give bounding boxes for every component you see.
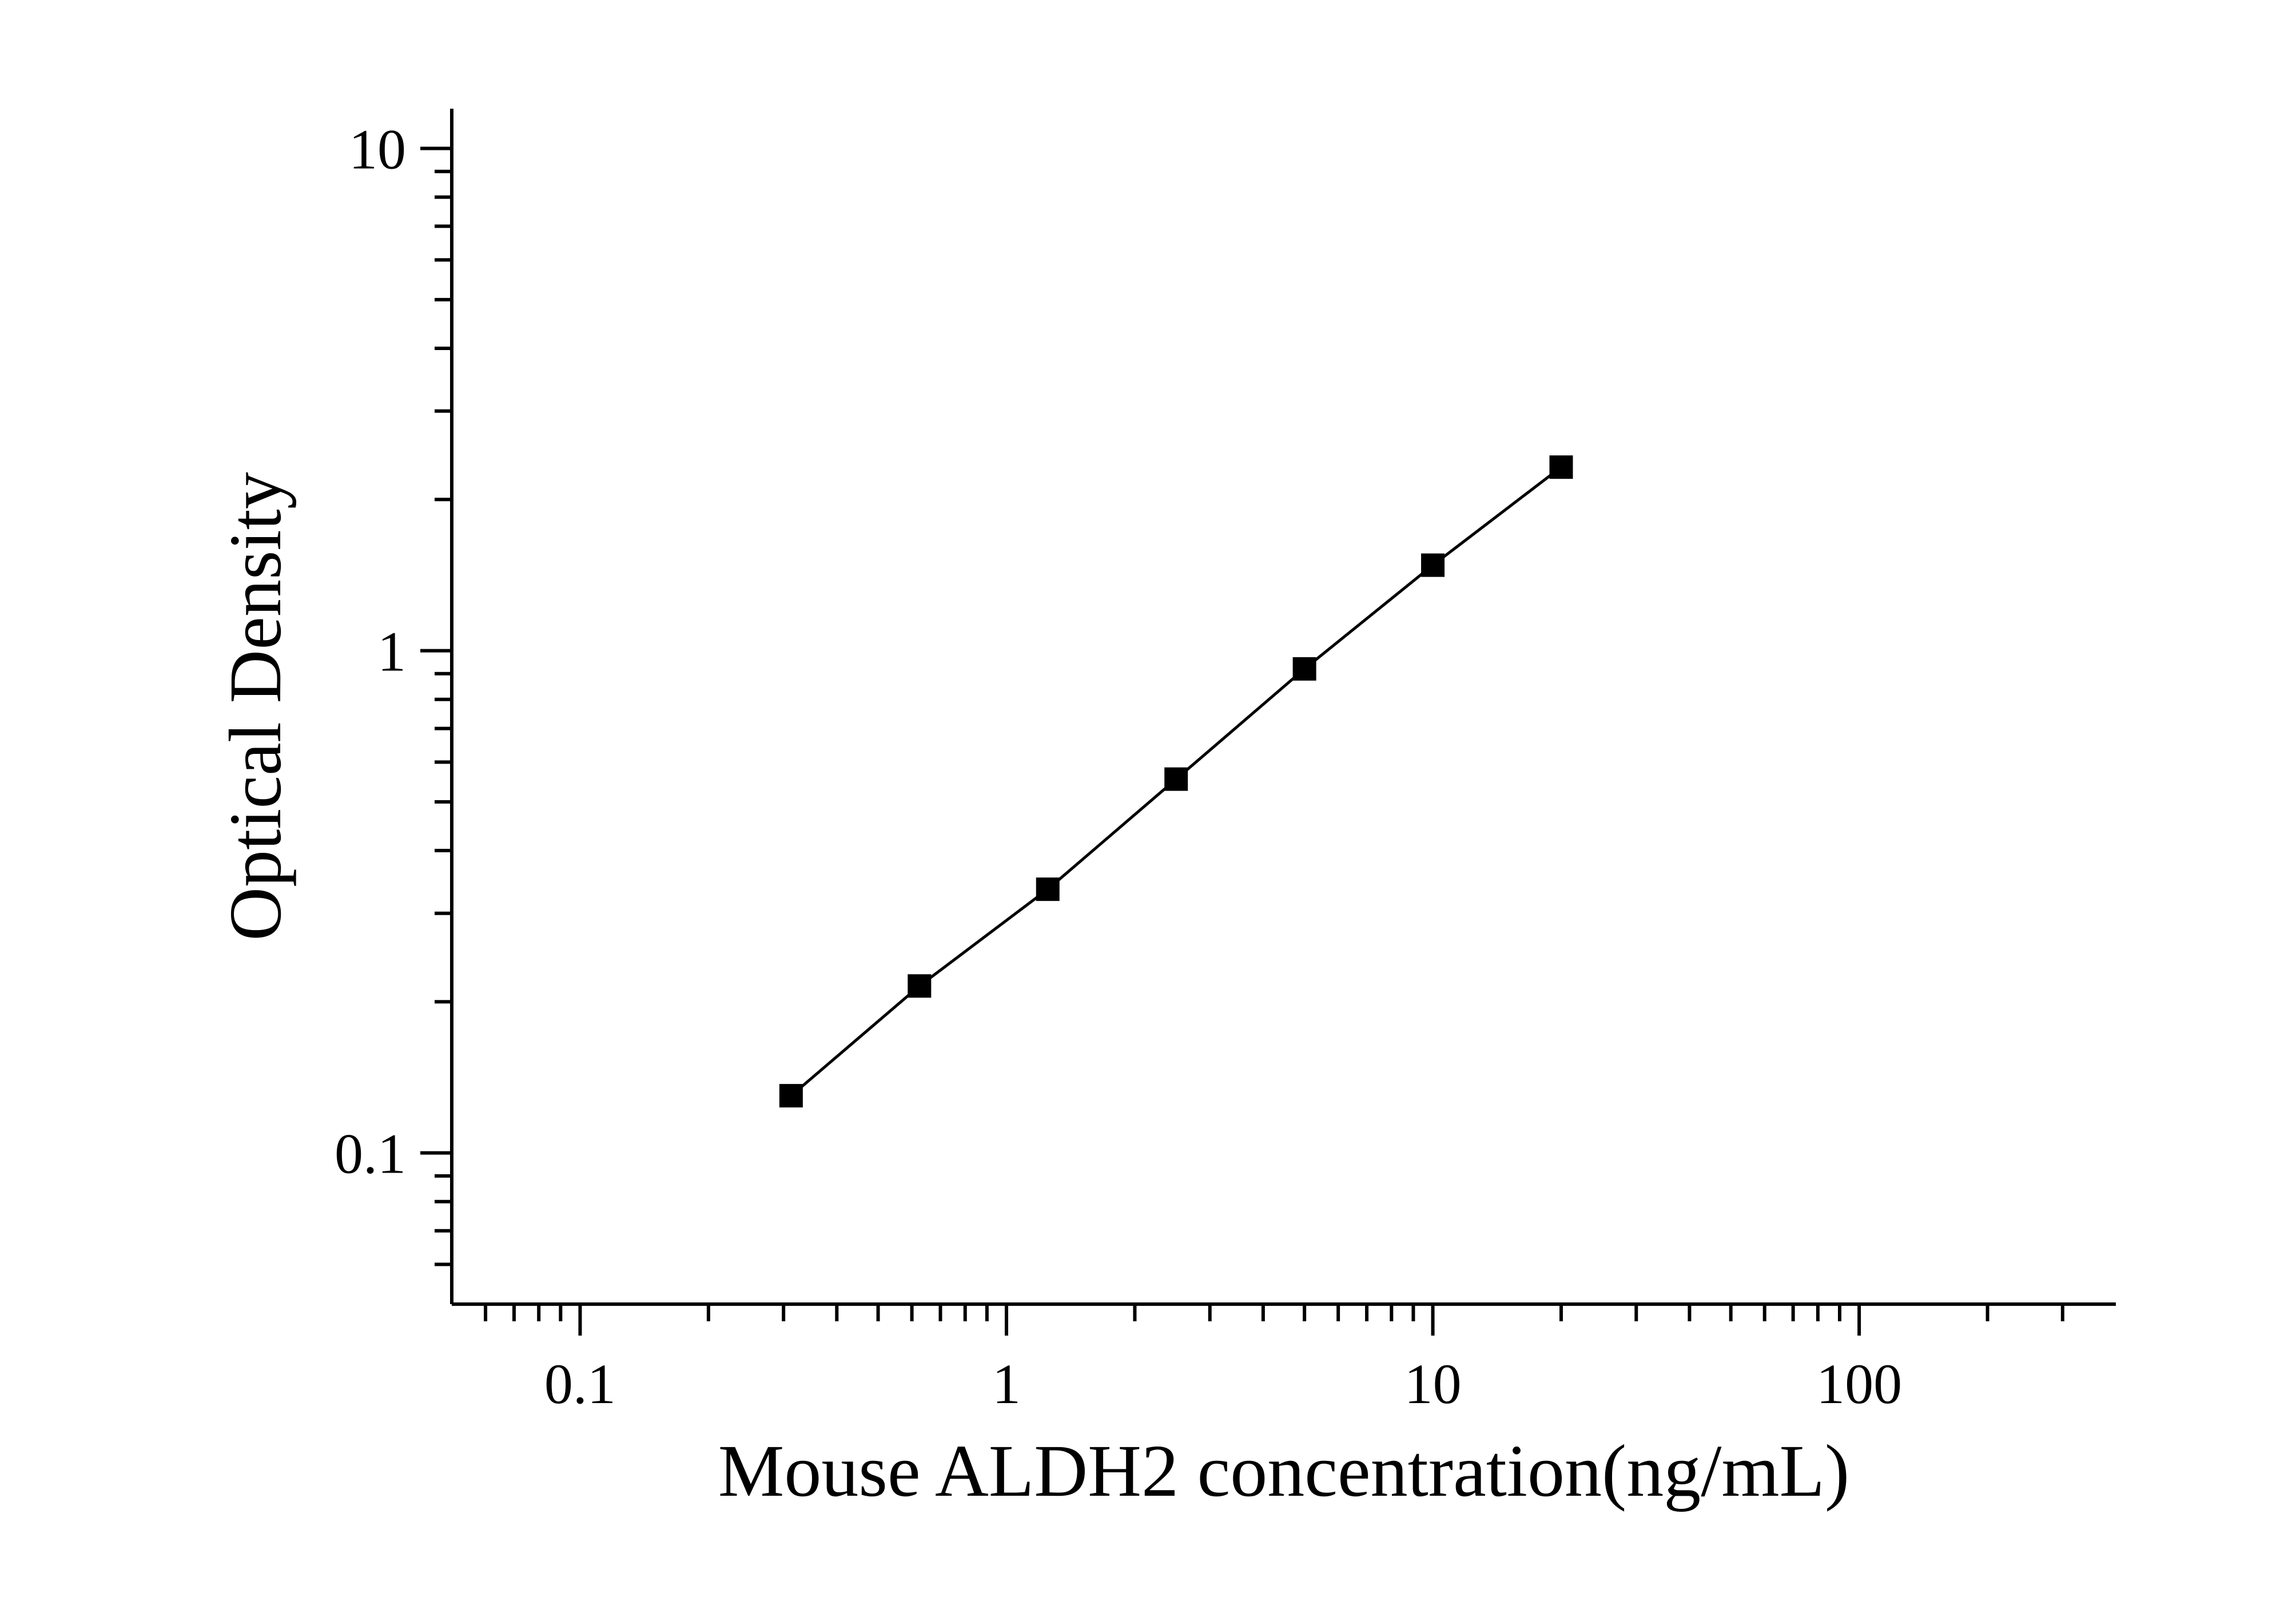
data-point-marker: [779, 1084, 802, 1107]
y-tick-label: 10: [349, 118, 406, 181]
x-axis-label: Mouse ALDH2 concentration(ng/mL): [718, 1430, 1849, 1512]
data-point-marker: [1165, 768, 1188, 790]
x-tick-label: 1: [992, 1352, 1021, 1416]
data-point-marker: [1422, 554, 1445, 577]
data-point-marker: [1036, 878, 1059, 901]
data-point-marker: [908, 975, 931, 998]
x-tick-label: 0.1: [544, 1352, 616, 1416]
standard-curve-chart: 0.1 1 10 100 0.1 1 10 Mouse ALDH2 concentration…: [0, 0, 2296, 1605]
x-tick-label: 100: [1816, 1352, 1902, 1416]
data-point-marker: [1293, 657, 1316, 680]
x-tick-label: 10: [1404, 1352, 1462, 1416]
y-tick-label: 1: [377, 620, 406, 684]
chart-container: 0.1 1 10 100 0.1 1 10 Mouse ALDH2 concentration…: [0, 0, 2296, 1605]
data-point-marker: [1550, 456, 1573, 479]
y-axis-label: Optical Density: [214, 472, 297, 941]
y-tick-label: 0.1: [335, 1122, 406, 1186]
